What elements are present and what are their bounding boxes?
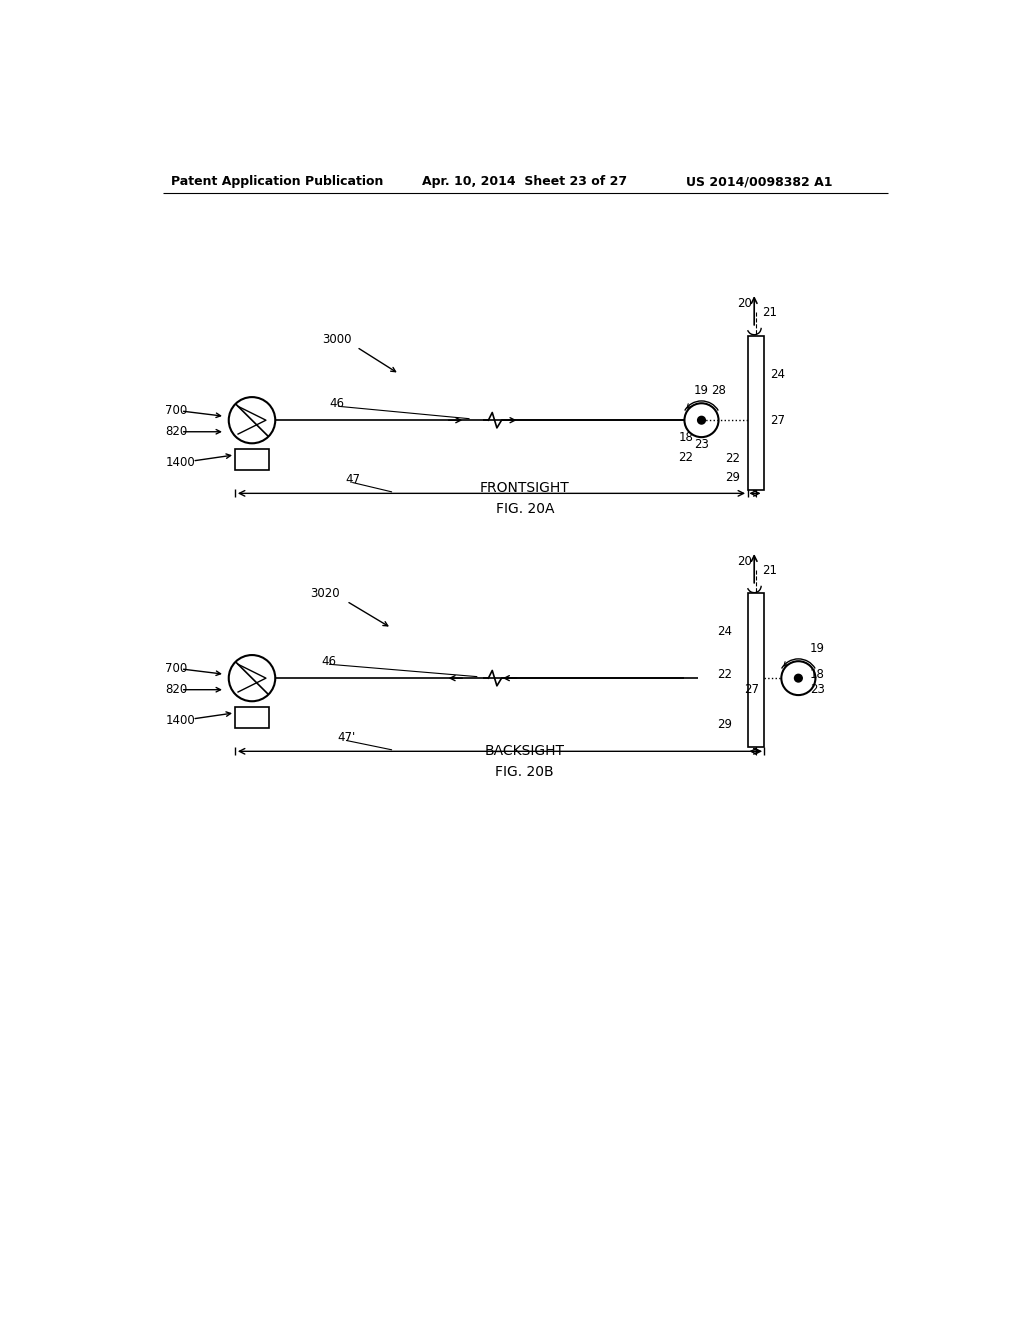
Bar bbox=[748, 594, 764, 747]
Text: 19: 19 bbox=[810, 643, 825, 656]
Text: 27: 27 bbox=[770, 413, 784, 426]
Text: 700: 700 bbox=[165, 663, 187, 676]
Bar bbox=[748, 335, 764, 490]
Text: Patent Application Publication: Patent Application Publication bbox=[171, 176, 383, 187]
Text: 29: 29 bbox=[725, 471, 739, 484]
Text: FIG. 20A: FIG. 20A bbox=[496, 502, 554, 516]
Text: BACKSIGHT: BACKSIGHT bbox=[484, 744, 565, 758]
Text: Apr. 10, 2014  Sheet 23 of 27: Apr. 10, 2014 Sheet 23 of 27 bbox=[423, 176, 628, 187]
Bar bbox=[234, 706, 269, 729]
Text: 22: 22 bbox=[678, 450, 693, 463]
Text: 20: 20 bbox=[737, 554, 752, 568]
Text: 24: 24 bbox=[717, 626, 732, 639]
Text: 23: 23 bbox=[693, 438, 709, 451]
Bar bbox=[234, 449, 269, 470]
Text: 700: 700 bbox=[165, 404, 187, 417]
Text: 47': 47' bbox=[337, 731, 355, 744]
Circle shape bbox=[697, 416, 706, 424]
Text: 3020: 3020 bbox=[310, 587, 340, 601]
Text: 27: 27 bbox=[744, 684, 759, 696]
Text: 1400: 1400 bbox=[165, 714, 195, 727]
Text: 28: 28 bbox=[711, 384, 726, 397]
Text: 1400: 1400 bbox=[165, 455, 195, 469]
Text: 18: 18 bbox=[678, 430, 693, 444]
Text: 21: 21 bbox=[762, 564, 777, 577]
Text: 820: 820 bbox=[165, 425, 187, 438]
Text: 46: 46 bbox=[330, 397, 344, 409]
Text: 3000: 3000 bbox=[322, 333, 351, 346]
Text: 21: 21 bbox=[762, 306, 777, 319]
Text: 820: 820 bbox=[165, 684, 187, 696]
Text: FRONTSIGHT: FRONTSIGHT bbox=[480, 480, 569, 495]
Text: 22: 22 bbox=[717, 668, 732, 681]
Circle shape bbox=[795, 675, 802, 682]
Text: 20: 20 bbox=[737, 297, 752, 310]
Text: 18: 18 bbox=[810, 668, 825, 681]
Text: 19: 19 bbox=[693, 384, 709, 397]
Text: 23: 23 bbox=[810, 684, 825, 696]
Text: FIG. 20B: FIG. 20B bbox=[496, 766, 554, 779]
Text: 46: 46 bbox=[322, 655, 337, 668]
Text: 22: 22 bbox=[725, 453, 739, 465]
Text: 47: 47 bbox=[345, 473, 360, 486]
Text: US 2014/0098382 A1: US 2014/0098382 A1 bbox=[686, 176, 833, 187]
Text: 29: 29 bbox=[717, 718, 732, 731]
Text: 24: 24 bbox=[770, 367, 784, 380]
